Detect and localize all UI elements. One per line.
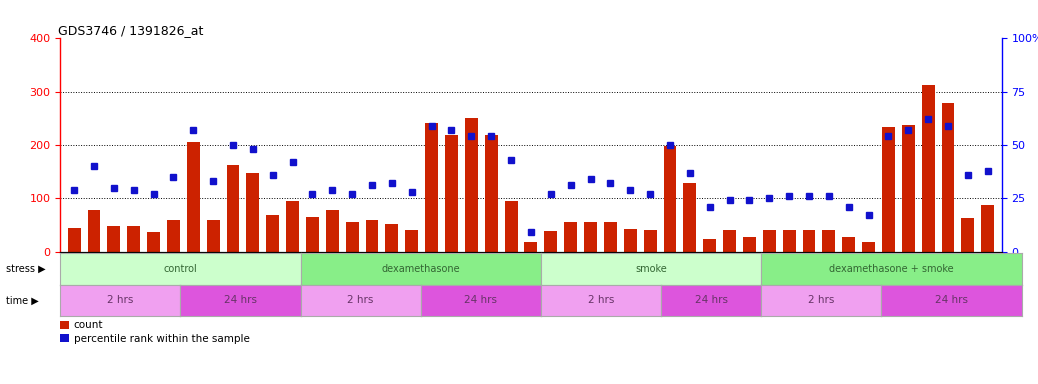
Bar <box>802 230 816 252</box>
Bar <box>485 136 497 252</box>
Bar <box>822 230 836 252</box>
Text: control: control <box>164 264 197 274</box>
Bar <box>67 228 81 252</box>
Bar <box>565 222 577 252</box>
Bar <box>87 210 101 252</box>
Bar <box>723 230 736 252</box>
Bar <box>246 173 260 252</box>
Bar <box>405 230 418 252</box>
Bar <box>187 142 199 252</box>
Bar <box>267 215 279 252</box>
Bar <box>863 242 875 252</box>
Bar <box>226 165 240 252</box>
Text: 2 hrs: 2 hrs <box>348 295 374 305</box>
Bar <box>346 222 359 252</box>
Bar <box>465 118 477 252</box>
Bar <box>286 201 299 252</box>
Bar <box>365 220 379 252</box>
Text: 24 hrs: 24 hrs <box>464 295 497 305</box>
Bar <box>624 228 636 252</box>
Bar <box>902 125 914 252</box>
Text: GDS3746 / 1391826_at: GDS3746 / 1391826_at <box>58 24 203 37</box>
Bar <box>783 230 795 252</box>
Bar <box>385 224 399 252</box>
Bar <box>842 237 855 252</box>
Text: stress ▶: stress ▶ <box>6 264 46 274</box>
Legend: count, percentile rank within the sample: count, percentile rank within the sample <box>60 320 250 344</box>
Bar <box>683 183 696 252</box>
Bar <box>128 227 140 252</box>
Bar <box>763 230 775 252</box>
Bar <box>941 103 955 252</box>
Text: 2 hrs: 2 hrs <box>588 295 614 305</box>
Bar <box>147 232 160 252</box>
Bar <box>207 220 220 252</box>
Bar <box>584 222 597 252</box>
Text: 2 hrs: 2 hrs <box>809 295 835 305</box>
Text: 24 hrs: 24 hrs <box>935 295 968 305</box>
Bar <box>663 146 677 252</box>
Bar <box>524 242 538 252</box>
Bar <box>107 226 120 252</box>
Text: 2 hrs: 2 hrs <box>107 295 134 305</box>
Bar <box>743 237 756 252</box>
Bar <box>426 122 438 252</box>
Bar <box>703 239 716 252</box>
Text: dexamethasone: dexamethasone <box>381 264 460 274</box>
Text: 24 hrs: 24 hrs <box>694 295 728 305</box>
Bar <box>167 220 180 252</box>
Bar <box>326 210 338 252</box>
Bar <box>922 85 934 252</box>
Text: smoke: smoke <box>635 264 667 274</box>
Text: dexamethasone + smoke: dexamethasone + smoke <box>829 264 954 274</box>
Text: 24 hrs: 24 hrs <box>224 295 257 305</box>
Bar <box>882 127 895 252</box>
Bar <box>981 205 994 252</box>
Bar <box>961 218 975 252</box>
Bar <box>306 217 319 252</box>
Bar <box>504 201 518 252</box>
Bar <box>604 222 617 252</box>
Bar <box>644 230 657 252</box>
Text: time ▶: time ▶ <box>6 295 39 305</box>
Bar <box>445 136 458 252</box>
Bar <box>544 231 557 252</box>
